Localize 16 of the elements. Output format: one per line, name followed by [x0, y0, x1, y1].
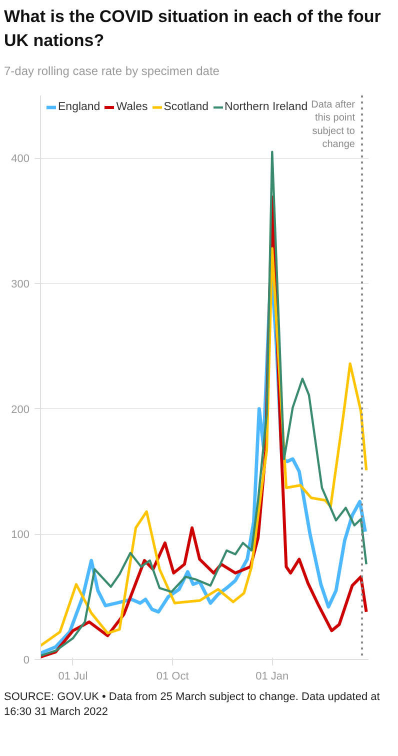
x-tick-label: 01 Oct [156, 670, 189, 682]
y-tick-label: 300 [11, 278, 30, 290]
legend-label: England [58, 100, 100, 113]
legend-label: Wales [116, 100, 148, 113]
x-tick-label: 01 Jan [256, 670, 289, 682]
y-tick-label: 100 [11, 528, 30, 541]
source-note: SOURCE: GOV.UK • Data from 25 March subject to change. Data updated at 16:30 31 March 2022 [4, 690, 381, 720]
y-tick-label: 400 [11, 152, 30, 165]
y-tick-label: 200 [11, 404, 30, 416]
legend-label: Northern Ireland [224, 100, 308, 113]
x-tick-label: 01 Jul [58, 670, 88, 682]
chart-title: What is the COVID situation in each of the four UK nations? [4, 6, 382, 52]
legend-label: Scotland [164, 100, 209, 113]
y-tick-label: 0 [23, 654, 30, 666]
chart-subtitle: 7-day rolling case rate by specimen date [4, 62, 220, 80]
ref-line-label: Data after this point subject to change [311, 99, 356, 150]
